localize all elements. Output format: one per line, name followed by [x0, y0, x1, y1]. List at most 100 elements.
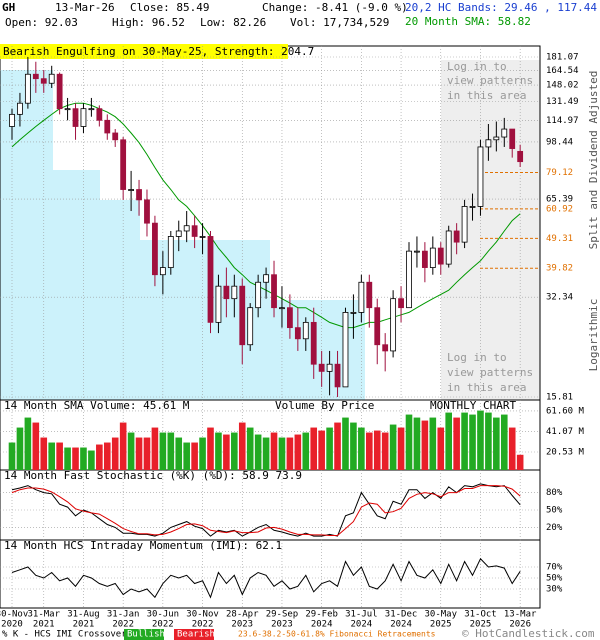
x-tick-label: 30-Jun [147, 610, 180, 620]
volume-bar [453, 417, 460, 470]
volume-bar [56, 442, 63, 470]
volume-bar [223, 434, 230, 470]
volume-by-price-area [0, 70, 365, 400]
symbol: GH [2, 1, 15, 14]
fib-label: 39.82 [546, 264, 573, 274]
candle-body [96, 108, 103, 121]
y-tick-label: 80% [546, 488, 563, 498]
x-tick-label: 31-Aug [67, 610, 100, 620]
y-tick-label: 20.53 M [546, 447, 585, 457]
volume-bar [199, 437, 206, 470]
x-tick-label: 28-Apr [226, 610, 259, 620]
candle-body [104, 119, 111, 134]
volume-bar [246, 427, 254, 470]
x-tick-label: 31-Jan [107, 610, 140, 620]
candle-body [32, 73, 39, 80]
candle-body [294, 327, 301, 340]
y-tick-label: 50% [546, 506, 563, 516]
candle-body [453, 230, 460, 243]
candle-body [310, 321, 317, 365]
volume-bar [191, 442, 198, 470]
volume-bar [32, 422, 40, 470]
volume-bar [111, 437, 119, 470]
x-tick-label: 30-Nov [186, 610, 219, 620]
volume-bar [16, 427, 24, 470]
copyright: © HotCandlestick.com [462, 627, 595, 640]
candle-body [263, 274, 269, 283]
sma-legend: 20 Month SMA: 58.82 [405, 15, 531, 28]
x-tick-label: 2020 [1, 620, 23, 630]
volume-bar [302, 432, 310, 470]
volume-bar [143, 437, 151, 470]
candle-body [342, 312, 349, 388]
open: Open: 92.03 [5, 16, 78, 29]
candle-body [509, 128, 516, 149]
volume-bar [48, 442, 55, 470]
candle-body [326, 363, 333, 372]
annotation: Volume By Price [275, 399, 374, 412]
crossover-label: % K - HCS IMI Crossover: [2, 630, 132, 640]
candle-body [175, 230, 182, 237]
volume-bar [516, 454, 524, 470]
candle-body [159, 267, 166, 276]
y-tick-label: 50% [546, 574, 563, 584]
volume-bar [421, 420, 429, 470]
y-tick-label: 98.44 [546, 137, 573, 147]
volume-bar [286, 437, 294, 470]
y-tick-label: 148.02 [546, 81, 579, 91]
y-tick-label: 20% [546, 523, 563, 533]
volume-bar [334, 422, 341, 470]
x-tick-label: 30-Nov [0, 610, 28, 620]
y-tick-label: 65.39 [546, 195, 573, 205]
series-line [11, 485, 521, 536]
volume-bar [405, 414, 413, 470]
volume-bar [381, 432, 389, 470]
candle-body [477, 146, 484, 207]
volume-bar [389, 424, 397, 470]
candle-body [382, 344, 389, 352]
x-tick-label: 29-Sep [266, 610, 299, 620]
volume-bar [40, 437, 48, 470]
fibonacci-label: 23.6-38.2-50-61.8% Fibonacci Retracement… [238, 630, 436, 639]
x-tick-label: 2024 [390, 620, 412, 630]
candle-body [191, 225, 198, 237]
close: Close: 85.49 [130, 1, 209, 14]
pattern: Bearish Engulfing on 30-May-25, Strength… [3, 45, 314, 58]
candle-body [239, 285, 246, 346]
candle-body [215, 285, 222, 323]
volume-bar [429, 417, 437, 470]
x-tick-label: 31-Mar [28, 610, 61, 620]
date: 13-Mar-26 [55, 1, 115, 14]
volume-bar [508, 427, 516, 470]
note: in this area [447, 89, 526, 102]
candle-body [80, 108, 87, 127]
annotation: MONTHLY CHART [430, 399, 516, 412]
volume-bar [159, 432, 167, 470]
volume-bar [278, 437, 286, 470]
y-tick-label: 41.07 M [546, 427, 585, 437]
x-tick-label: 2024 [351, 620, 373, 630]
candle-body [366, 281, 373, 309]
volume-bar [326, 427, 333, 470]
candle-body [469, 206, 476, 208]
x-tick-label: 2021 [33, 620, 55, 630]
candle-body [350, 312, 357, 314]
x-tick-label: 30-May [425, 610, 458, 620]
candle-body [120, 139, 127, 190]
volume-bar [238, 422, 246, 470]
candle-body [374, 307, 381, 346]
adjusted-note: Split and Dividend Adjusted [587, 71, 600, 250]
candle-body [167, 236, 174, 268]
volume-bar [231, 432, 238, 470]
volume-bar [175, 437, 183, 470]
volume-bar [437, 427, 445, 470]
candle-body [17, 102, 23, 115]
candle-body [255, 281, 262, 309]
candle-body [24, 73, 31, 104]
candle-body [136, 189, 142, 201]
x-tick-label: 31-Dec [385, 610, 418, 620]
volume-bar [270, 432, 278, 470]
volume-bar [24, 417, 32, 470]
x-tick-label: 2022 [152, 620, 174, 630]
y-tick-label: 30% [546, 585, 563, 595]
